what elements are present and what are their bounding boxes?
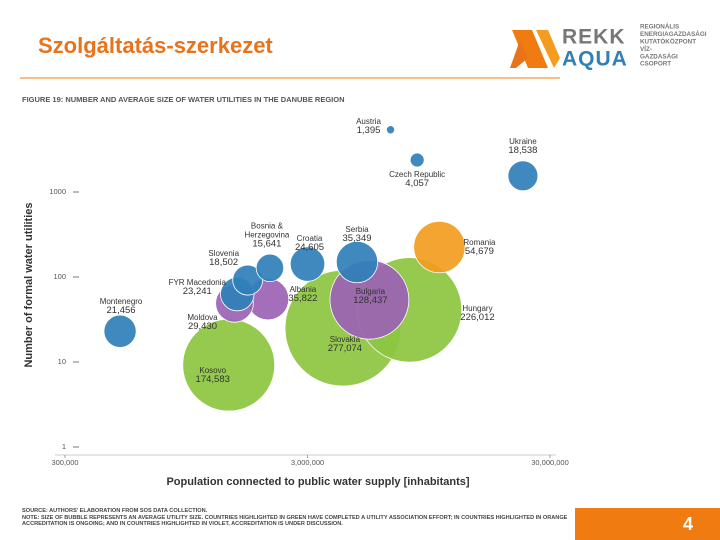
country-name: Slovakia	[329, 335, 361, 345]
bubble-label: Czech Republic 4,057	[384, 170, 450, 188]
logo-aqua: AQUA	[562, 48, 628, 71]
country-name: Bosnia & Herzegovina	[244, 221, 290, 240]
bubble-label: Ukraine 18,538	[490, 137, 556, 155]
logo-text: ENERGIAGAZDASÁGI	[640, 29, 707, 38]
y-tick-label: 100	[53, 272, 66, 281]
average-size: 174,583	[195, 374, 230, 386]
country-name: Romania	[463, 238, 496, 248]
average-size: 54,679	[464, 246, 494, 258]
note: SOURCE: AUTHORS' ELABORATION FROM SOS DA…	[22, 508, 208, 514]
country-name: Moldova	[187, 313, 218, 323]
y-tick-label: 10	[58, 357, 66, 366]
figure-caption: FIGURE 19: NUMBER AND AVERAGE SIZE OF WA…	[22, 95, 345, 104]
y-tick-label: 1000	[49, 187, 66, 196]
bubble	[255, 253, 285, 283]
average-size: 1,395	[356, 124, 381, 136]
logo-text: VÍZ-	[640, 44, 652, 53]
bubble-label: Hungary 226,012	[444, 304, 510, 322]
logo-text: KUTATÓKÖZPONT	[640, 36, 696, 45]
x-axis-label: Population connected to public water sup…	[166, 476, 469, 488]
country-name: Albania	[289, 285, 317, 295]
average-size: 29,430	[187, 321, 218, 333]
note: NOTE: SIZE OF BUBBLE REPRESENTS AN AVERA…	[22, 514, 568, 528]
bubble-label: FYR Macedonia 23,241	[164, 278, 230, 296]
bubble-label: Romania 54,679	[446, 238, 512, 256]
average-size: 21,456	[106, 305, 136, 317]
bubble	[182, 318, 276, 412]
average-size: 35,822	[288, 293, 318, 305]
bubble-label: Austria 1,395	[336, 117, 402, 135]
logo-text: REGIONÁLIS	[640, 22, 679, 31]
bubble	[413, 220, 466, 274]
country-name: FYR Macedonia	[168, 278, 226, 288]
bubble-label: Moldova 29,430	[170, 313, 236, 331]
bubble	[409, 152, 425, 168]
bubble-label: Albania 35,822	[270, 285, 336, 303]
bubble-label: Slovakia 277,074	[312, 335, 378, 353]
average-size: 277,074	[327, 343, 363, 355]
bubble	[103, 314, 137, 348]
bubble-label: Bosnia & Herzegovina 15,641	[234, 221, 300, 248]
country-name: Kosovo	[199, 366, 227, 376]
bubble	[289, 246, 326, 282]
logo-text: CSOPORT	[640, 61, 671, 68]
average-size: 23,241	[182, 286, 212, 298]
logo-rekk: REKK	[562, 26, 626, 49]
average-size: 226,012	[460, 311, 495, 323]
x-tick-label: 30,000,000	[531, 458, 569, 467]
slide-title: Szolgáltatás-szerkezet	[38, 33, 273, 58]
logo-icon	[510, 30, 560, 68]
country-name: Austria	[356, 116, 381, 126]
country-name: Bulgaria	[355, 286, 386, 296]
bubble-label: Slovenia 18,502	[191, 249, 257, 267]
average-size: 18,538	[508, 144, 538, 156]
country-name: Ukraine	[509, 136, 537, 146]
average-size: 128,437	[353, 294, 388, 306]
country-name: Serbia	[345, 225, 369, 235]
y-axis-label: Number of formal water utilities	[23, 202, 35, 367]
country-name: Slovenia	[208, 249, 240, 259]
x-tick-label: 300,000	[51, 458, 78, 467]
average-size: 24,605	[294, 242, 325, 254]
bubble-label: Montenegro 21,456	[88, 297, 154, 315]
average-size: 4,057	[405, 177, 430, 189]
bubble-label: Bulgaria 128,437	[337, 287, 403, 305]
bubble-label: Serbia 35,349	[324, 225, 390, 243]
country-name: Hungary	[462, 303, 493, 313]
country-name: Montenegro	[99, 297, 143, 307]
country-name: Czech Republic	[389, 169, 446, 179]
page-number: 4	[575, 508, 720, 540]
average-size: 15,641	[252, 238, 282, 250]
bubble	[232, 264, 264, 296]
bubble	[335, 240, 379, 284]
y-tick-label: 1	[62, 442, 66, 451]
country-name: Croatia	[296, 234, 323, 244]
bubble	[507, 160, 539, 192]
bubble-label: Croatia 24,605	[277, 234, 343, 252]
bubble-label: Kosovo 174,583	[180, 366, 246, 384]
average-size: 35,349	[342, 233, 372, 245]
average-size: 18,502	[209, 257, 239, 269]
logo-text: GAZDASÁGI	[640, 51, 678, 60]
bubble	[386, 125, 396, 135]
x-tick-label: 3,000,000	[291, 458, 324, 467]
notes: SOURCE: AUTHORS' ELABORATION FROM SOS DA…	[22, 508, 572, 528]
